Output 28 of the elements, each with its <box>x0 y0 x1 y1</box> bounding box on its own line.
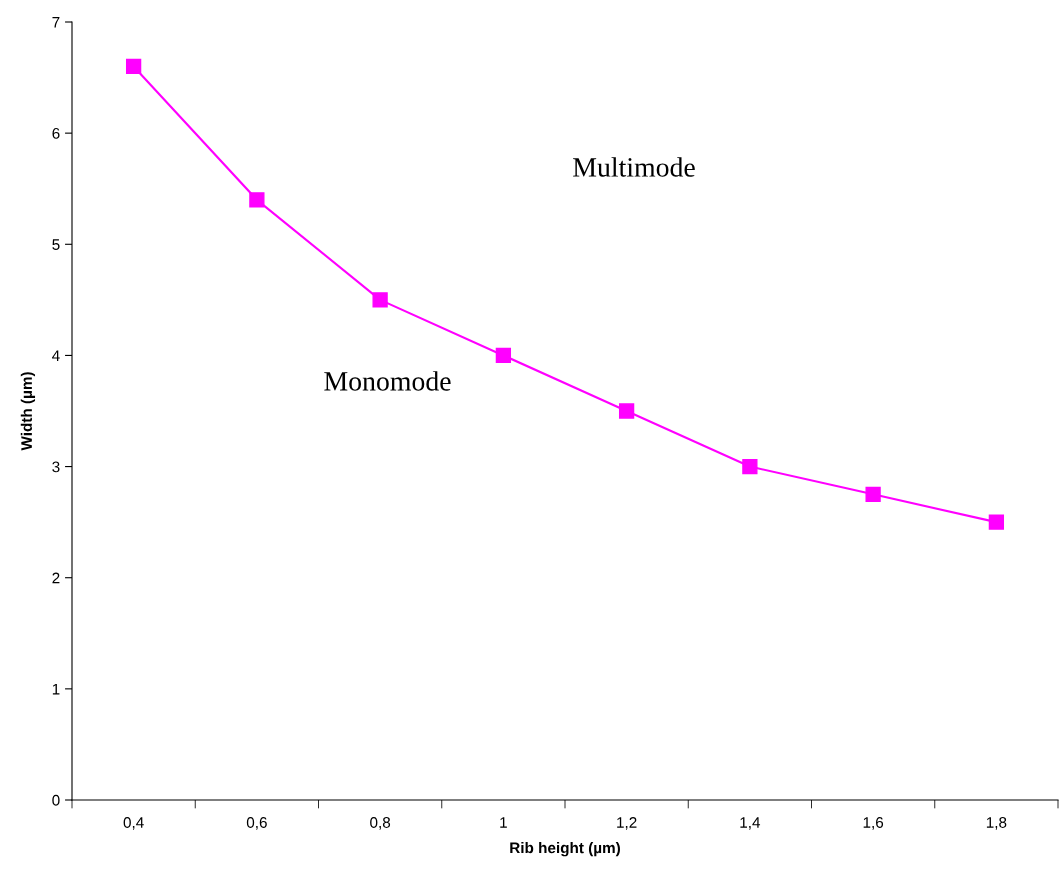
annotation: Multimode <box>573 157 695 177</box>
y-tick-label: 0 <box>52 794 60 806</box>
point <box>125 58 142 75</box>
y-tick-label: 1 <box>52 683 60 695</box>
point <box>988 514 1005 530</box>
point <box>249 192 265 208</box>
y-tick-label: 7 <box>52 17 60 28</box>
point <box>865 486 881 502</box>
annotation: Monomode <box>324 371 451 391</box>
y-tick-label: 4 <box>52 350 60 361</box>
point <box>742 458 758 475</box>
y-tick-label: 6 <box>52 128 60 139</box>
y-tick-label: 3 <box>52 461 60 473</box>
x-tick-label: 1 <box>500 817 507 828</box>
x-tick-label: 1,4 <box>740 817 761 830</box>
x-tick-label: 0,6 <box>246 817 267 830</box>
x-tick-label: 1,8 <box>986 817 1007 830</box>
x-axis-title: Rib height (µm) <box>510 842 620 857</box>
y-axis-title: Width (µm) <box>20 372 36 451</box>
x-tick-label: 0,4 <box>123 817 144 830</box>
x-tick-label: 1,2 <box>617 817 637 830</box>
x-tick-label: 1,6 <box>863 817 884 830</box>
point <box>372 292 388 308</box>
y-tick-label: 2 <box>52 572 60 584</box>
point <box>495 347 512 364</box>
point <box>618 403 635 419</box>
y-tick-label: 5 <box>52 239 60 250</box>
x-tick-label: 0,8 <box>370 817 391 830</box>
